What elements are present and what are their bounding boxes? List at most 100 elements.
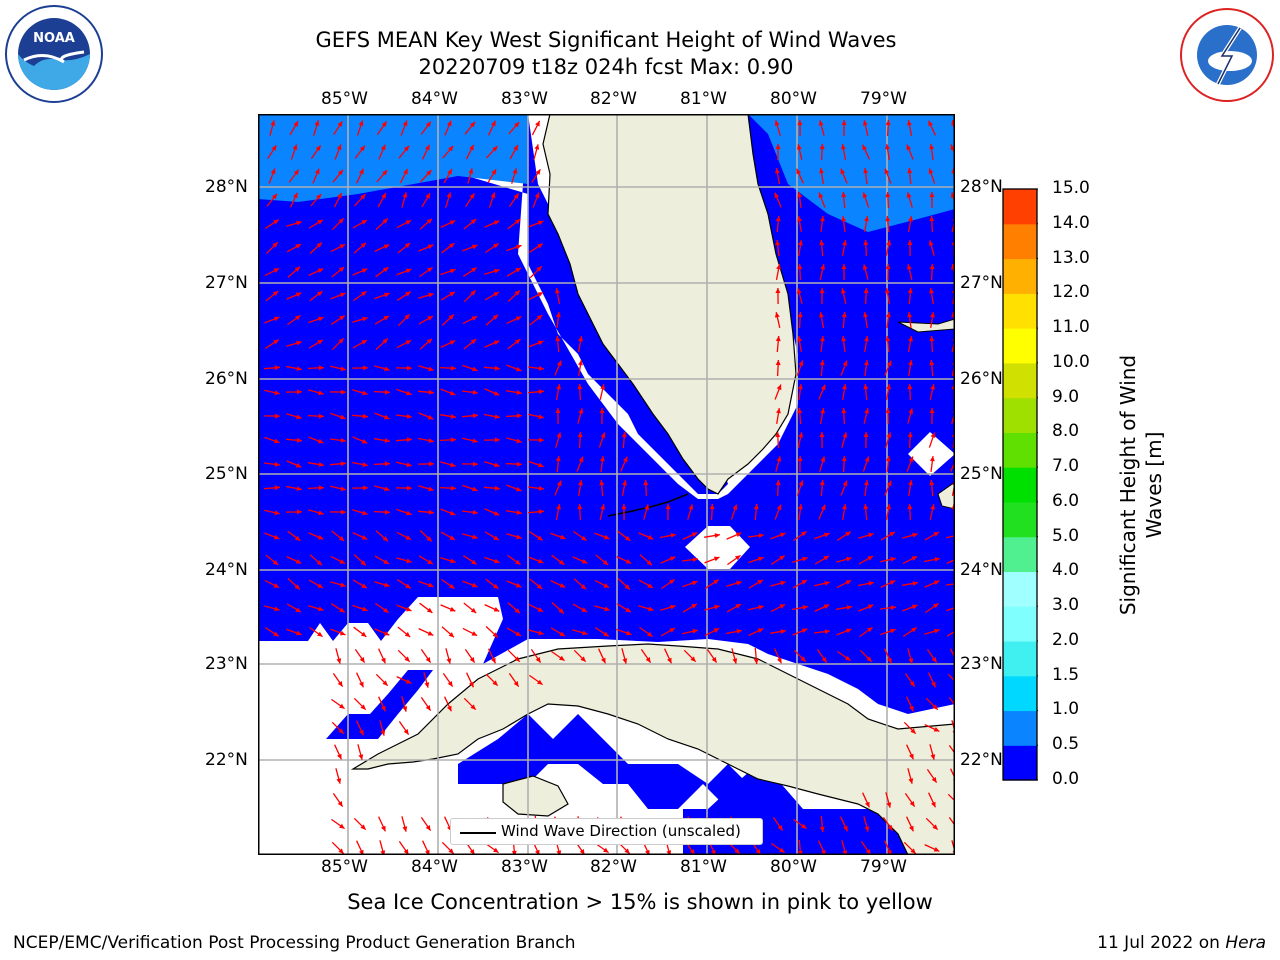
- wave-direction-arrowhead: [800, 656, 806, 662]
- wave-direction-arrowhead: [823, 604, 830, 609]
- wave-direction-arrowhead: [555, 408, 561, 413]
- wave-direction-arrowhead: [338, 218, 344, 224]
- wave-direction-arrowhead: [537, 243, 543, 249]
- wave-direction-arrowhead: [492, 146, 498, 152]
- wave-direction-arrowhead: [797, 264, 803, 270]
- wave-direction-arrowhead: [384, 509, 390, 515]
- wave-direction-arrowhead: [473, 461, 478, 467]
- wave-direction-arrowhead: [691, 603, 697, 609]
- wave-direction-arrowhead: [318, 390, 324, 396]
- wave-direction-arrowhead: [929, 336, 935, 342]
- wave-direction-arrowhead: [363, 485, 368, 491]
- wave-direction-arrowhead: [555, 336, 561, 342]
- wave-direction-arrowhead: [471, 631, 478, 636]
- isla-juventud-land: [502, 775, 569, 817]
- wave-direction-arrowhead: [600, 432, 606, 438]
- wave-direction-arrowhead: [339, 823, 345, 829]
- wave-direction-arrowhead: [402, 120, 408, 127]
- wave-direction-arrowhead: [296, 414, 302, 420]
- wave-direction-arrowhead: [381, 121, 387, 127]
- wave-direction-arrowhead: [493, 390, 500, 396]
- wave-direction-arrowhead: [779, 532, 786, 538]
- wave-direction-arrowhead: [734, 848, 740, 854]
- colorbar-tick-label: 6.0: [1052, 490, 1080, 511]
- legend-label: Wind Wave Direction (unscaled): [501, 822, 741, 840]
- wave-direction-arrowhead: [578, 408, 584, 414]
- wave-direction-arrowhead: [516, 461, 522, 467]
- wave-direction-arrowhead: [774, 120, 780, 126]
- map-legend: Wind Wave Direction (unscaled): [450, 818, 763, 845]
- wave-direction-arrowhead: [468, 168, 474, 174]
- wave-direction-arrowhead: [472, 413, 478, 419]
- wave-direction-arrowhead: [337, 801, 343, 807]
- wave-direction-arrowhead: [842, 432, 848, 438]
- wave-direction-arrowhead: [932, 704, 938, 710]
- wave-direction-arrowhead: [842, 504, 847, 510]
- wave-direction-arrowhead: [887, 657, 892, 664]
- wave-direction-arrowhead: [382, 338, 388, 344]
- wave-direction-arrowhead: [337, 192, 342, 199]
- lat-label-left: 26°N: [205, 369, 248, 389]
- wave-direction-arrowhead: [823, 555, 829, 561]
- wave-direction-arrowhead: [537, 607, 544, 612]
- wave-direction-arrowhead: [864, 216, 869, 222]
- wave-direction-arrowhead: [450, 485, 456, 491]
- wave-direction-arrowhead: [864, 826, 870, 832]
- wave-direction-arrowhead: [515, 559, 521, 565]
- wave-direction-arrowhead: [383, 315, 389, 321]
- wave-direction-arrowhead: [470, 290, 476, 296]
- wave-direction-arrowhead: [600, 504, 606, 510]
- wave-direction-arrowhead: [317, 339, 323, 345]
- wave-direction-arrowhead: [449, 291, 455, 297]
- wave-direction-arrowhead: [820, 456, 826, 462]
- wave-direction-arrowhead: [538, 414, 544, 420]
- wave-direction-arrowhead: [801, 580, 807, 585]
- wave-direction-arrowhead: [780, 580, 786, 586]
- wave-direction-arrowhead: [449, 606, 456, 612]
- wave-direction-arrowhead: [492, 680, 498, 686]
- wave-direction-arrowhead: [797, 850, 803, 855]
- wave-direction-arrowhead: [735, 604, 741, 609]
- wave-direction-arrowhead: [863, 288, 869, 294]
- wave-direction-arrowhead: [626, 630, 632, 636]
- colorbar-segment: [1003, 223, 1037, 260]
- wave-direction-arrowhead: [538, 485, 544, 491]
- wave-direction-arrowhead: [318, 510, 324, 516]
- wave-direction-arrowhead: [494, 365, 500, 371]
- wave-direction-arrowhead: [448, 243, 455, 249]
- wave-direction-arrowhead: [292, 144, 298, 150]
- wave-direction-arrowhead: [337, 169, 343, 176]
- wave-direction-arrowhead: [384, 438, 390, 443]
- wave-direction-arrowhead: [776, 264, 781, 270]
- wave-direction-arrowhead: [317, 438, 324, 444]
- lon-label-top: 81°W: [680, 89, 727, 109]
- wave-direction-arrowhead: [886, 384, 891, 390]
- wave-direction-arrowhead: [930, 312, 935, 318]
- wave-direction-arrowhead: [534, 144, 540, 150]
- wave-direction-arrowhead: [426, 536, 432, 542]
- wave-direction-arrowhead: [403, 849, 409, 855]
- wave-direction-arrowhead: [796, 288, 802, 294]
- wave-direction-arrowhead: [867, 556, 873, 561]
- wave-direction-arrowhead: [274, 461, 280, 467]
- wave-direction-arrowhead: [886, 432, 892, 438]
- wave-direction-arrowhead: [295, 607, 301, 613]
- wave-direction-arrowhead: [295, 462, 302, 468]
- wave-direction-arrowhead: [493, 340, 500, 346]
- wave-direction-arrowhead: [910, 728, 916, 734]
- wave-direction-arrowhead: [556, 504, 561, 510]
- wave-direction-arrowhead: [867, 627, 873, 633]
- wave-direction-arrowhead: [405, 268, 412, 274]
- wave-direction-arrowhead: [359, 681, 364, 688]
- wave-direction-arrowhead: [270, 120, 276, 126]
- wave-direction-arrowhead: [360, 194, 366, 200]
- wave-direction-arrowhead: [868, 581, 874, 586]
- wave-direction-arrowhead: [841, 264, 847, 269]
- wave-direction-arrowhead: [559, 655, 565, 661]
- wave-direction-arrowhead: [428, 292, 434, 298]
- wave-direction-arrowhead: [425, 121, 431, 128]
- wave-direction-arrowhead: [516, 510, 522, 515]
- wave-direction-arrowhead: [622, 456, 628, 463]
- wave-direction-arrowhead: [274, 485, 280, 491]
- wave-direction-arrowhead: [406, 510, 412, 516]
